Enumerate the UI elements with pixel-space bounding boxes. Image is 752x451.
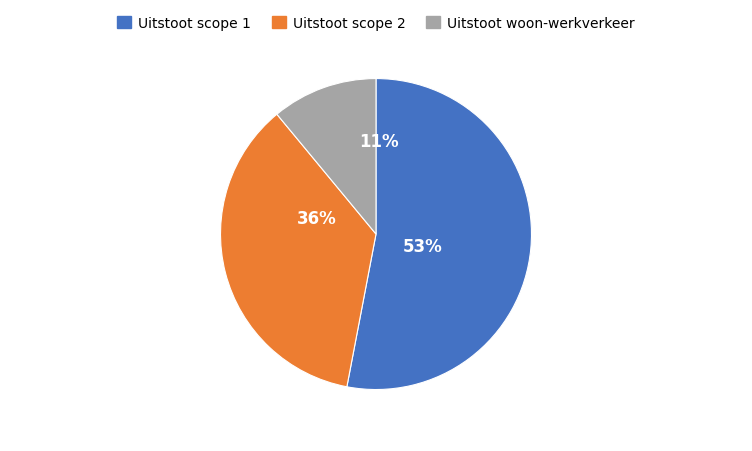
Text: 53%: 53% bbox=[403, 238, 442, 256]
Text: 36%: 36% bbox=[297, 210, 337, 228]
Legend: Uitstoot scope 1, Uitstoot scope 2, Uitstoot woon-werkverkeer: Uitstoot scope 1, Uitstoot scope 2, Uits… bbox=[112, 11, 640, 37]
Text: 11%: 11% bbox=[359, 133, 399, 151]
Wedge shape bbox=[220, 115, 376, 387]
Wedge shape bbox=[347, 79, 532, 390]
Wedge shape bbox=[277, 79, 376, 235]
